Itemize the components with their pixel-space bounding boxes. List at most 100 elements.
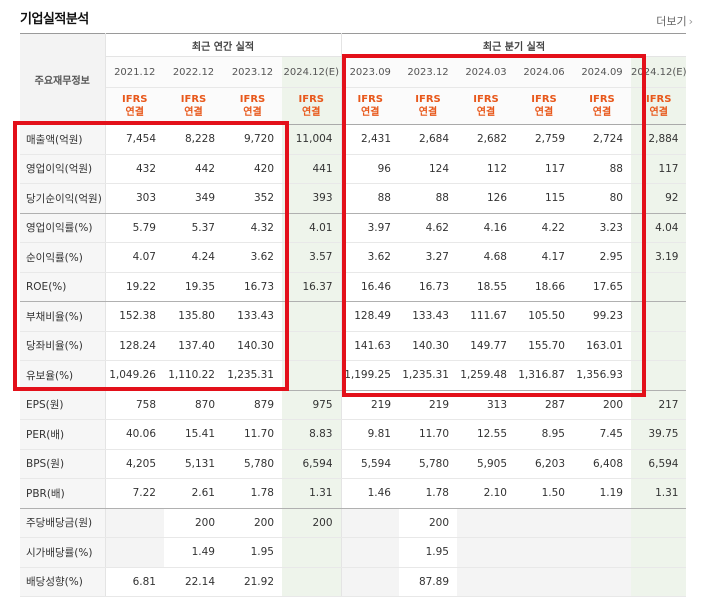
quarter-value: 117 — [631, 154, 687, 184]
quarter-value: 96 — [341, 154, 399, 184]
quarter-value: 88 — [341, 183, 399, 214]
quarter-value: 8.95 — [515, 419, 573, 450]
ifrs-label: IFRS — [473, 94, 499, 105]
consolidated-label: 연결 — [476, 107, 496, 118]
ifrs-label: IFRS — [357, 94, 383, 105]
chevron-right-icon: › — [688, 15, 693, 28]
quarter-value: 16.46 — [341, 272, 399, 302]
quarter-value: 9.81 — [341, 419, 399, 450]
ifrs-badge: IFRS 연결 — [631, 87, 687, 125]
row-label: EPS(원) — [20, 390, 106, 420]
quarter-period: 2024.12(E) — [631, 56, 687, 88]
annual-value: 393 — [282, 183, 342, 214]
section-title: 기업실적분석 — [20, 12, 89, 27]
quarter-value: 99.23 — [573, 301, 631, 332]
consolidated-label: 연결 — [534, 107, 554, 118]
consolidated-label: 연결 — [649, 107, 668, 118]
annual-value: 5.79 — [105, 213, 164, 243]
ifrs-badge: IFRS 연결 — [282, 87, 342, 125]
annual-value: 200 — [164, 508, 223, 538]
quarter-value: 6,594 — [631, 449, 687, 479]
quarter-value: 3.27 — [399, 242, 457, 273]
table-row: PER(배) 40.06 15.41 11.70 8.83 9.81 11.70 12.55 8… — [20, 419, 687, 450]
quarter-value — [515, 567, 573, 597]
annual-value: 152.38 — [105, 301, 164, 332]
quarter-value: 2,724 — [573, 124, 631, 155]
period-row: 2021.12 2022.12 2023.12 2024.12(E) 2023.09 20… — [20, 56, 687, 88]
row-label-header: 주요재무정보 — [20, 33, 106, 125]
quarter-period: 2023.12 — [399, 56, 457, 88]
annual-value: 6.81 — [105, 567, 164, 597]
quarter-value — [341, 537, 399, 568]
quarter-value: 3.97 — [341, 213, 399, 243]
quarter-value — [631, 567, 687, 597]
quarter-value: 2,431 — [341, 124, 399, 155]
quarter-value: 128.49 — [341, 301, 399, 332]
quarter-value: 1.46 — [341, 478, 399, 509]
table-row: 배당성향(%) 6.81 22.14 21.92 87.89 — [20, 567, 687, 597]
annual-value: 1,049.26 — [105, 360, 164, 391]
quarter-value: 1.95 — [399, 537, 457, 568]
annual-value: 16.73 — [223, 272, 282, 302]
table-row: 유보율(%) 1,049.26 1,110.22 1,235.31 1,199.25 1,… — [20, 360, 687, 391]
consolidated-label: 연결 — [184, 107, 203, 118]
annual-value: 19.35 — [164, 272, 223, 302]
ifrs-label: IFRS — [646, 94, 672, 105]
annual-value: 3.57 — [282, 242, 342, 273]
consolidated-label: 연결 — [125, 107, 144, 118]
annual-value: 19.22 — [105, 272, 164, 302]
quarter-value — [573, 537, 631, 568]
annual-value: 5,780 — [223, 449, 282, 479]
annual-value: 352 — [223, 183, 282, 214]
more-link[interactable]: 더보기 › — [656, 13, 693, 29]
annual-value: 758 — [105, 390, 164, 420]
quarter-value: 2,759 — [515, 124, 573, 155]
row-label: PBR(배) — [20, 478, 106, 509]
annual-value: 16.37 — [282, 272, 342, 302]
annual-value: 5,131 — [164, 449, 223, 479]
annual-value: 349 — [164, 183, 223, 214]
annual-value — [105, 537, 164, 568]
consolidated-label: 연결 — [592, 107, 612, 118]
row-label: 영업이익(억원) — [20, 154, 106, 184]
quarter-value: 1,199.25 — [341, 360, 399, 391]
quarter-value: 5,780 — [399, 449, 457, 479]
row-label: 순이익률(%) — [20, 242, 106, 273]
annual-value: 420 — [223, 154, 282, 184]
quarter-value: 12.55 — [457, 419, 515, 450]
header-group-row: 주요재무정보 최근 연간 실적 최근 분기 실적 — [20, 33, 687, 125]
annual-value: 7,454 — [105, 124, 164, 155]
ifrs-label: IFRS — [122, 94, 148, 105]
quarter-period: 2024.06 — [515, 56, 573, 88]
annual-value: 303 — [105, 183, 164, 214]
quarter-value: 1,316.87 — [515, 360, 573, 391]
quarter-value: 4.16 — [457, 213, 515, 243]
quarter-value: 149.77 — [457, 331, 515, 361]
table-row: 영업이익률(%) 5.79 5.37 4.32 4.01 3.97 4.62 4.16 4.22… — [20, 213, 687, 243]
ifrs-label: IFRS — [415, 94, 441, 105]
ifrs-badge: IFRS 연결 — [573, 87, 631, 125]
quarter-value: 1,259.48 — [457, 360, 515, 391]
row-label: 당기순이익(억원) — [20, 183, 106, 214]
consolidated-label: 연결 — [418, 107, 438, 118]
annual-value: 432 — [105, 154, 164, 184]
quarter-value: 1.19 — [573, 478, 631, 509]
annual-value: 4,205 — [105, 449, 164, 479]
annual-period: 2023.12 — [223, 56, 282, 88]
quarter-value: 140.30 — [399, 331, 457, 361]
ifrs-badge: IFRS 연결 — [164, 87, 223, 125]
quarter-value: 7.45 — [573, 419, 631, 450]
quarter-value: 11.70 — [399, 419, 457, 450]
quarter-value: 1.78 — [399, 478, 457, 509]
consolidated-label: 연결 — [361, 107, 380, 118]
ifrs-badge: IFRS 연결 — [341, 87, 399, 125]
table-row: 순이익률(%) 4.07 4.24 3.62 3.57 3.62 3.27 4.68 4.17 2… — [20, 242, 687, 273]
quarter-value: 1.31 — [631, 478, 687, 509]
annual-value: 3.62 — [223, 242, 282, 273]
table-row: 주당배당금(원) 200 200 200 200 — [20, 508, 687, 538]
quarter-value: 126 — [457, 183, 515, 214]
quarter-value: 3.23 — [573, 213, 631, 243]
quarter-value — [457, 508, 515, 538]
annual-value: 140.30 — [223, 331, 282, 361]
quarter-period: 2024.03 — [457, 56, 515, 88]
